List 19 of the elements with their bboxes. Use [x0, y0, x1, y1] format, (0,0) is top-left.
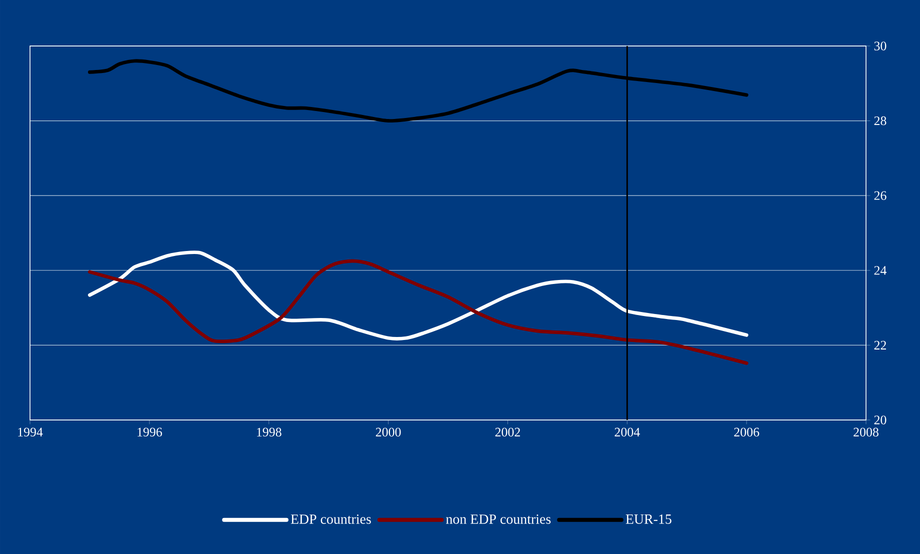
y-tick-label: 24 [874, 266, 887, 275]
legend-label: EUR-15 [626, 514, 672, 524]
y-tick-label: 26 [874, 191, 886, 200]
x-tick-label: 1996 [138, 428, 162, 436]
x-tick-label: 2008 [854, 428, 878, 436]
line-series [88, 259, 748, 365]
legend-label: EDP countries [290, 514, 371, 524]
x-tick-label: 2004 [614, 428, 640, 436]
x-tick-label: 2000 [376, 428, 401, 436]
x-tick-label: 1998 [257, 428, 282, 436]
line-series [88, 250, 748, 341]
y-tick-label: 22 [874, 340, 886, 350]
y-tick-label: 28 [874, 116, 886, 126]
y-tick-label: 30 [874, 42, 886, 50]
y-tick-label: 20 [874, 416, 886, 424]
x-tick-label: 2006 [734, 428, 760, 436]
x-tick-label: 2002 [495, 428, 520, 436]
legend-label: non EDP countries [446, 514, 551, 524]
x-tick-label: 1994 [18, 428, 43, 436]
